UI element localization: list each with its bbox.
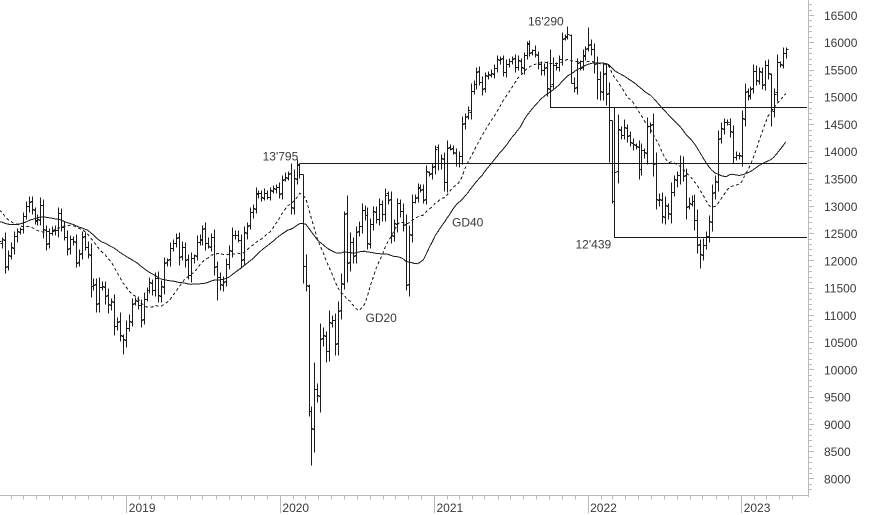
svg-text:13500: 13500: [824, 173, 858, 187]
svg-text:11500: 11500: [824, 282, 857, 296]
svg-text:12500: 12500: [824, 227, 858, 241]
svg-text:16000: 16000: [824, 36, 858, 50]
svg-text:14500: 14500: [824, 118, 858, 132]
svg-text:9000: 9000: [824, 418, 851, 432]
svg-text:10000: 10000: [824, 363, 858, 377]
svg-text:2022: 2022: [590, 501, 617, 515]
svg-text:9500: 9500: [824, 391, 851, 405]
svg-text:13'795: 13'795: [263, 149, 299, 163]
svg-text:12'439: 12'439: [576, 238, 612, 252]
svg-text:15000: 15000: [824, 91, 858, 105]
svg-text:8000: 8000: [824, 472, 851, 486]
svg-text:GD20: GD20: [366, 311, 398, 325]
svg-text:2023: 2023: [744, 501, 771, 515]
svg-text:14000: 14000: [824, 145, 858, 159]
svg-text:12000: 12000: [824, 254, 858, 268]
svg-text:GD40: GD40: [452, 216, 484, 230]
svg-text:2019: 2019: [129, 501, 156, 515]
svg-text:8500: 8500: [824, 445, 851, 459]
svg-text:2020: 2020: [282, 501, 309, 515]
svg-text:16'290: 16'290: [528, 15, 564, 29]
svg-text:15500: 15500: [824, 63, 858, 77]
svg-text:10500: 10500: [824, 336, 858, 350]
svg-text:11000: 11000: [824, 309, 857, 323]
svg-text:2021: 2021: [437, 501, 464, 515]
svg-text:13000: 13000: [824, 200, 858, 214]
svg-text:16500: 16500: [824, 9, 858, 23]
